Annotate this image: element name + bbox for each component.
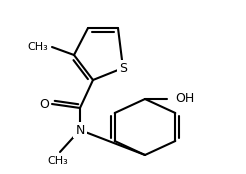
Text: S: S: [119, 61, 127, 74]
Text: N: N: [75, 124, 85, 136]
Text: CH₃: CH₃: [48, 156, 68, 166]
Text: O: O: [39, 97, 49, 110]
Text: CH₃: CH₃: [27, 42, 48, 52]
Text: OH: OH: [175, 93, 194, 105]
